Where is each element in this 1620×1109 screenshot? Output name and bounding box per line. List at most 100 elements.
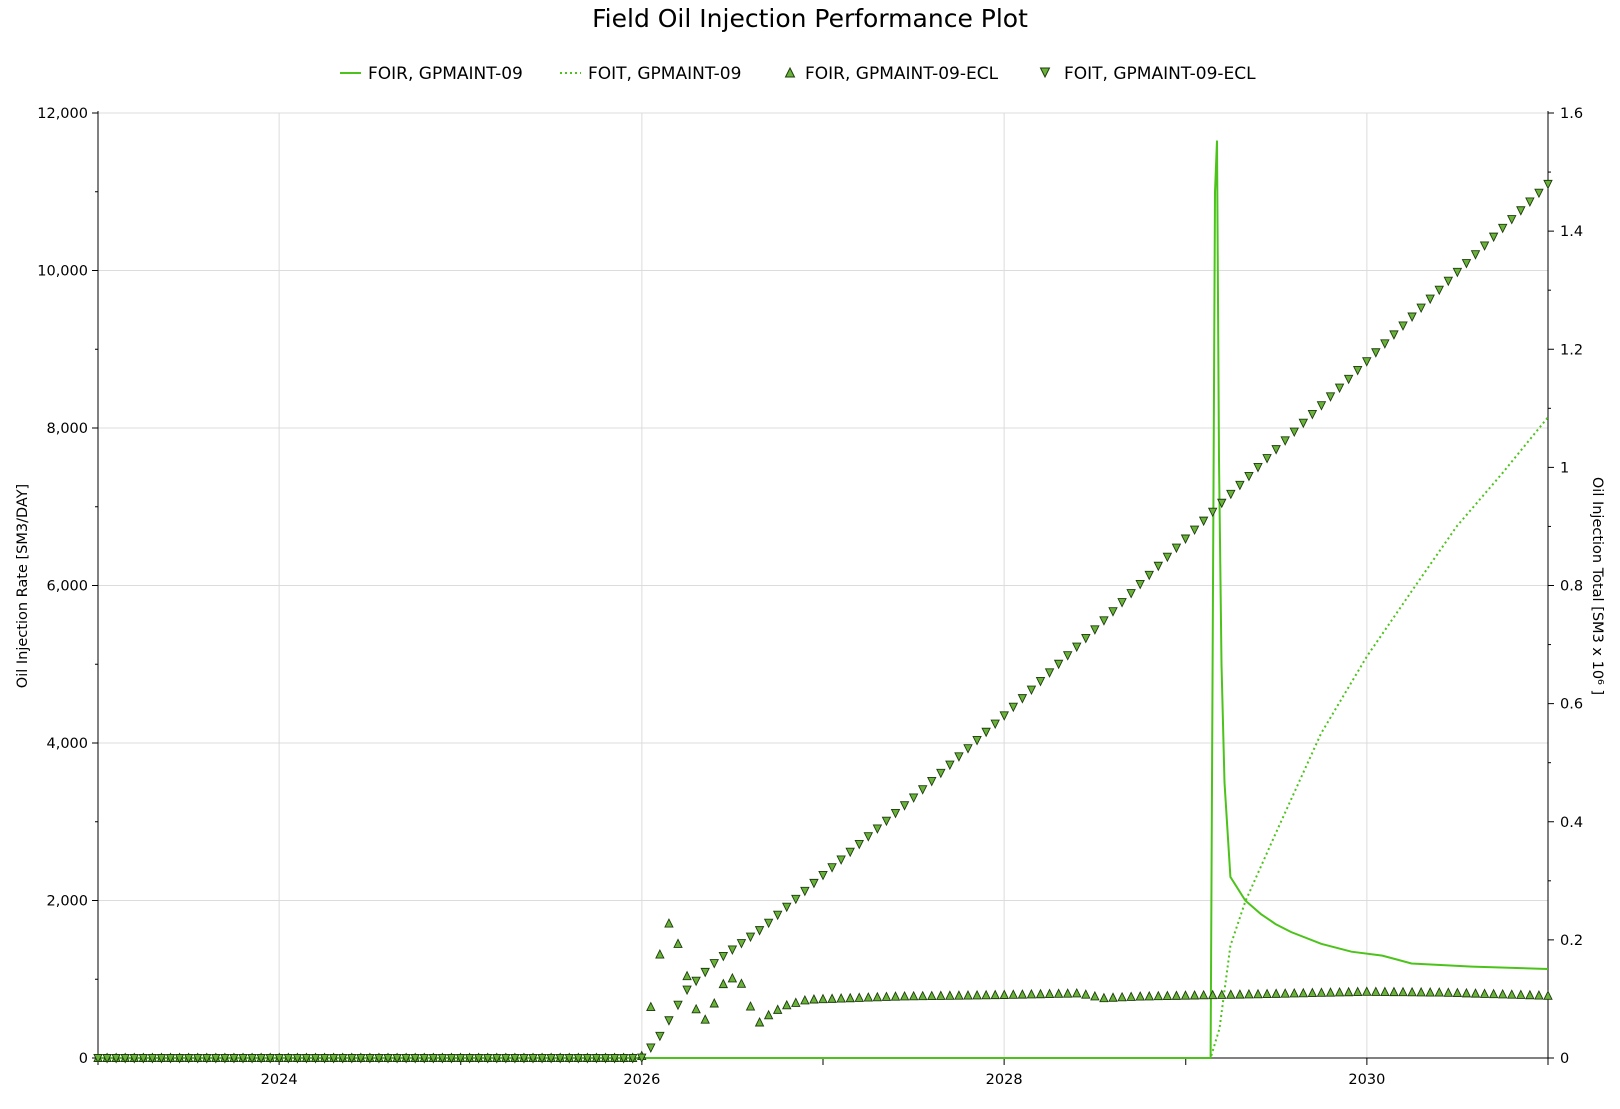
marker-point <box>637 1053 647 1064</box>
marker-point <box>1461 259 1472 269</box>
marker-point <box>1126 991 1136 1001</box>
marker-point <box>1307 409 1318 420</box>
marker-point <box>908 990 919 1001</box>
marker-point <box>1262 454 1272 464</box>
marker-point <box>954 752 964 762</box>
marker-point <box>1207 989 1218 1000</box>
marker-point <box>1207 507 1218 518</box>
y-left-tick-label: 10,000 <box>37 264 88 280</box>
marker-point <box>1072 987 1082 998</box>
series-line-foit-gpmaint-09 <box>98 416 1549 1059</box>
marker-point <box>1189 525 1200 536</box>
marker-point <box>1407 986 1417 997</box>
x-tick-label: 2030 <box>1348 1072 1385 1088</box>
marker-point <box>1316 987 1327 997</box>
marker-point <box>609 1054 620 1064</box>
marker-point <box>945 760 955 771</box>
marker-point <box>1334 383 1345 394</box>
marker-point <box>1497 988 1508 999</box>
marker-point <box>1008 989 1019 999</box>
marker-point <box>1298 987 1309 998</box>
marker-point <box>347 1054 357 1064</box>
marker-point <box>1099 992 1109 1003</box>
y-left-tick-label: 8,000 <box>46 421 88 437</box>
marker-point <box>664 1016 674 1026</box>
y-right-tick-label: 0 <box>1560 1051 1569 1067</box>
marker-point <box>1189 990 1200 1000</box>
marker-point <box>383 1054 393 1064</box>
marker-point <box>1479 241 1490 251</box>
marker-point <box>736 978 747 988</box>
marker-point <box>510 1054 520 1064</box>
marker-point <box>1135 991 1145 1001</box>
marker-point <box>818 993 828 1004</box>
marker-point <box>519 1054 529 1064</box>
marker-point <box>573 1054 584 1064</box>
marker-point <box>247 1054 257 1064</box>
marker-point <box>800 886 810 897</box>
marker-point <box>1325 987 1336 997</box>
marker-point <box>1180 534 1191 545</box>
marker-point <box>1470 250 1481 260</box>
chart-title: Field Oil Injection Performance Plot <box>592 4 1028 33</box>
marker-point <box>174 1054 185 1064</box>
gridlines <box>98 112 1548 1058</box>
marker-point <box>1416 986 1426 997</box>
marker-point <box>555 1054 565 1064</box>
marker-point <box>401 1054 411 1064</box>
marker-point <box>1135 579 1145 590</box>
marker-point <box>183 1054 194 1064</box>
marker-point <box>1226 989 1236 999</box>
marker-point <box>1298 418 1309 429</box>
marker-point <box>1343 986 1354 997</box>
marker-point <box>310 1054 321 1064</box>
marker-point <box>1271 988 1281 998</box>
marker-point <box>927 777 937 787</box>
marker-point <box>1262 988 1272 999</box>
marker-point <box>1062 988 1073 998</box>
marker-point <box>981 989 991 1000</box>
marker-point <box>763 1009 774 1020</box>
legend-label-foit-sim: FOIT, GPMAINT-09 <box>588 64 741 84</box>
marker-point <box>791 997 801 1007</box>
marker-point <box>682 970 692 981</box>
marker-point <box>1062 651 1073 661</box>
marker-point <box>1516 206 1526 216</box>
y-left-tick-label: 0 <box>79 1051 88 1067</box>
marker-point <box>972 735 982 746</box>
marker-point <box>718 978 729 989</box>
y-right-tick-label: 1.6 <box>1560 106 1583 122</box>
marker-point <box>1488 232 1499 243</box>
y-left-axis-title: Oil Injection Rate [SM3/DAY] <box>15 484 31 688</box>
marker-point <box>501 1054 511 1064</box>
marker-point <box>1371 986 1381 996</box>
marker-point <box>1180 990 1191 1000</box>
marker-point <box>872 824 883 834</box>
marker-point <box>981 727 991 738</box>
marker-point <box>1434 285 1444 296</box>
marker-point <box>1017 989 1028 999</box>
marker-point <box>1171 990 1182 1000</box>
marker-point <box>990 719 1000 730</box>
marker-point <box>374 1054 384 1064</box>
marker-point <box>473 1054 484 1064</box>
marker-point <box>1452 987 1463 998</box>
marker-point <box>854 992 864 1002</box>
marker-point <box>1253 988 1263 999</box>
marker-point <box>1108 607 1118 617</box>
marker-point <box>1461 987 1472 998</box>
marker-point <box>564 1054 574 1064</box>
y-left-tick-label: 4,000 <box>46 736 88 752</box>
marker-point <box>1226 489 1236 500</box>
legend: FOIR, GPMAINT-09 FOIT, GPMAINT-09 FOIR, … <box>340 64 1256 84</box>
marker-point <box>1117 991 1127 1002</box>
y-left-tick-label: 6,000 <box>46 579 88 595</box>
marker-point <box>890 808 901 819</box>
marker-point <box>1289 427 1299 438</box>
marker-point <box>129 1054 139 1064</box>
marker-point <box>727 945 738 955</box>
y-right-tick-label: 1.2 <box>1560 342 1583 358</box>
marker-point <box>845 992 855 1003</box>
marker-point <box>745 1001 756 1011</box>
marker-point <box>1117 598 1127 608</box>
